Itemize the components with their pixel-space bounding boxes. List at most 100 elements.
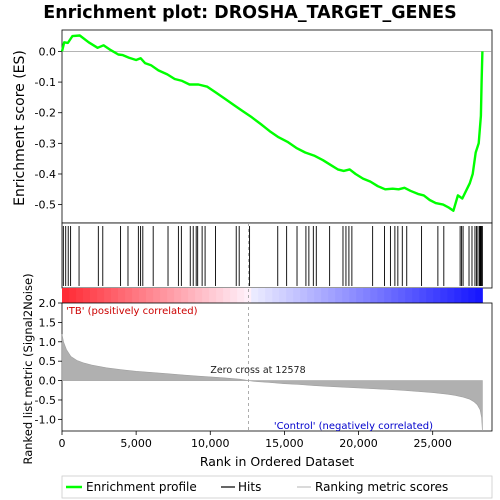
rank-bar-segment: [209, 288, 217, 303]
x-axis: 0 5,000 10,000 15,000 20,000 25,000: [59, 431, 452, 450]
rank-bar-segment: [223, 288, 231, 303]
legend-enrichment-label: Enrichment profile: [86, 480, 197, 494]
enrichment-profile-line: [60, 34, 484, 212]
zero-cross-label: Zero cross at 12578: [210, 365, 305, 376]
rank-y-tick-label: 1.5: [39, 316, 57, 329]
rank-bar-segment: [139, 288, 147, 303]
rank-bar-segment: [349, 288, 357, 303]
rank-y-tick-label: 2.0: [39, 297, 57, 310]
rank-bar-segment: [181, 288, 189, 303]
es-y-tick-label: -0.1: [35, 76, 56, 89]
hits-marks: [62, 226, 483, 286]
rank-bar-segment: [293, 288, 301, 303]
rank-bar-segment: [118, 288, 126, 303]
es-y-tick-label: -0.4: [35, 168, 56, 181]
rank-y-axis-label: Ranked list metric (Signal2Noise): [21, 273, 35, 464]
rank-y-tick-label: 0.0: [39, 375, 57, 388]
rank-bar-segment: [76, 288, 84, 303]
rank-bar-segment: [356, 288, 364, 303]
legend-ranking-label: Ranking metric scores: [315, 480, 448, 494]
rank-bar-segment: [321, 288, 329, 303]
rank-bar-segment: [370, 288, 378, 303]
x-tick-label: 20,000: [339, 437, 378, 450]
rank-bar-segment: [307, 288, 315, 303]
x-tick-label: 15,000: [265, 437, 304, 450]
rank-bar-segment: [83, 288, 91, 303]
rank-y-tick-label: -0.5: [35, 394, 56, 407]
x-tick-label: 10,000: [191, 437, 230, 450]
rank-color-bar: [62, 288, 483, 303]
rank-bar-segment: [258, 288, 266, 303]
rank-bar-segment: [146, 288, 154, 303]
rank-bar-segment: [447, 288, 455, 303]
rank-bar-segment: [132, 288, 140, 303]
rank-bar-segment: [440, 288, 448, 303]
es-panel-frame: [61, 29, 493, 224]
rank-bar-segment: [391, 288, 399, 303]
rank-y-tick-label: 1.0: [39, 336, 57, 349]
es-y-axis: 0.0 -0.1 -0.2 -0.3 -0.4 -0.5: [35, 45, 62, 212]
rank-bar-segment: [188, 288, 196, 303]
rank-bar-segment: [314, 288, 322, 303]
ranking-metric-area: [61, 333, 483, 432]
positive-correlation-label: 'TB' (positively correlated): [66, 306, 198, 317]
rank-bar-segment: [62, 288, 70, 303]
rank-bar-segment: [426, 288, 434, 303]
rank-bar-segment: [153, 288, 161, 303]
rank-bar-segment: [69, 288, 77, 303]
rank-bar-segment: [174, 288, 182, 303]
legend-entry-enrichment: Enrichment profile: [66, 480, 197, 494]
rank-bar-segment: [237, 288, 245, 303]
rank-bar-segment: [265, 288, 273, 303]
rank-bar-segment: [342, 288, 350, 303]
rank-bar-segment: [160, 288, 168, 303]
rank-bar-segment: [195, 288, 203, 303]
rank-bar-segment: [104, 288, 112, 303]
rank-y-tick-label: 0.5: [39, 355, 57, 368]
es-y-axis-label: Enrichment score (ES): [12, 50, 28, 206]
rank-bar-segment: [335, 288, 343, 303]
rank-bar-segment: [167, 288, 175, 303]
legend-box: [61, 475, 493, 499]
rank-bar-segment: [272, 288, 280, 303]
rank-bar-segment: [454, 288, 462, 303]
rank-panel-frame: [61, 302, 493, 432]
rank-bar-segment: [419, 288, 427, 303]
rank-bar-segment: [328, 288, 336, 303]
rank-bar-segment: [90, 288, 98, 303]
rank-bar-segment: [279, 288, 287, 303]
legend-entry-ranking: Ranking metric scores: [297, 480, 448, 494]
rank-bar-segment: [412, 288, 420, 303]
rank-bar-segment: [384, 288, 392, 303]
rank-bar-segment: [251, 288, 259, 303]
es-y-tick-label: 0.0: [39, 45, 57, 58]
rank-bar-segment: [125, 288, 133, 303]
rank-bar-segment: [461, 288, 469, 303]
rank-bar-segment: [405, 288, 413, 303]
rank-bar-segment: [468, 288, 476, 303]
rank-bar-segment: [216, 288, 224, 303]
rank-bar-segment: [475, 288, 483, 303]
chart-title: Enrichment plot: DROSHA_TARGET_GENES: [43, 3, 456, 23]
es-y-tick-label: -0.5: [35, 199, 56, 212]
es-y-tick-label: -0.2: [35, 107, 56, 120]
x-tick-label: 0: [59, 437, 66, 450]
negative-correlation-label: 'Control' (negatively correlated): [274, 421, 433, 432]
legend-entry-hits: Hits: [221, 480, 261, 494]
rank-bar-segment: [244, 288, 252, 303]
x-tick-label: 25,000: [413, 437, 452, 450]
rank-bar-segment: [377, 288, 385, 303]
rank-bar-segment: [111, 288, 119, 303]
x-tick-label: 5,000: [120, 437, 152, 450]
rank-bar-segment: [363, 288, 371, 303]
hits-panel-frame: [61, 222, 493, 289]
rank-bar-segment: [300, 288, 308, 303]
rank-bar-segment: [286, 288, 294, 303]
rank-bar-segment: [398, 288, 406, 303]
rank-bar-segment: [202, 288, 210, 303]
rank-y-tick-label: -1.0: [35, 413, 56, 426]
rank-bar-segment: [97, 288, 105, 303]
legend-hits-label: Hits: [238, 480, 261, 494]
x-axis-label: Rank in Ordered Dataset: [200, 454, 354, 469]
